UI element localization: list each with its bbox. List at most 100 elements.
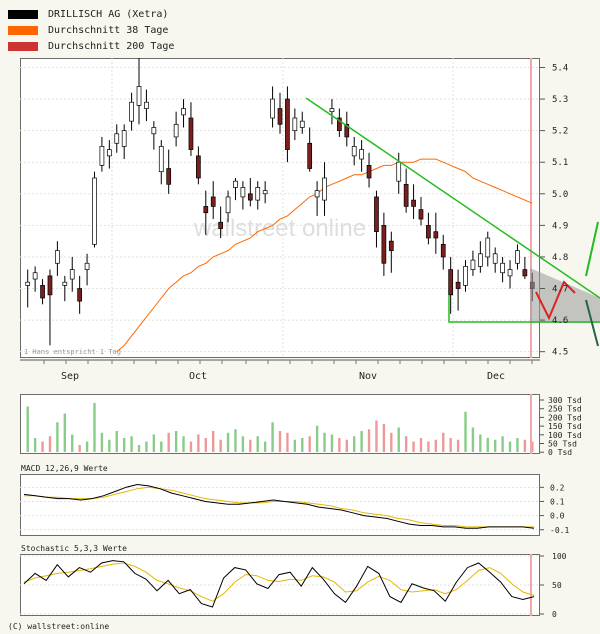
month-label: Oct xyxy=(189,371,207,382)
candle-body xyxy=(270,98,275,119)
stochastic-panel-title: Stochastic 5,3,3 Werte xyxy=(21,544,127,553)
volume-bar xyxy=(189,441,193,452)
legend-label: Durchschnitt 38 Tage xyxy=(48,24,169,36)
volume-bar xyxy=(108,439,111,452)
candle-body xyxy=(188,117,194,150)
candle-body xyxy=(366,165,372,179)
candle-body xyxy=(455,281,461,289)
month-label: Dec xyxy=(487,371,505,382)
time-axis: Sep Oct Nov Dec xyxy=(20,359,540,382)
stoch-series-line xyxy=(23,562,535,602)
volume-bar xyxy=(278,431,282,452)
volume-bar xyxy=(367,429,371,452)
volume-bar xyxy=(93,403,96,452)
candle-body xyxy=(515,250,520,264)
volume-bar xyxy=(508,441,512,452)
candle-body xyxy=(151,127,157,135)
volume-bar xyxy=(241,436,245,452)
volume-bar xyxy=(145,441,148,452)
volume-bar xyxy=(226,432,230,452)
candle-body xyxy=(485,237,491,258)
volume-tick-label: 250 Tsd xyxy=(548,405,582,414)
candlesticks xyxy=(25,58,535,346)
candle-body xyxy=(181,108,186,116)
candle-body xyxy=(396,161,402,182)
candle-body xyxy=(144,101,149,109)
volume-bar xyxy=(137,445,141,452)
candle-body xyxy=(307,142,313,169)
volume-bar xyxy=(286,432,289,452)
volume-bar xyxy=(308,436,311,452)
candle-body xyxy=(299,120,305,128)
candle-body xyxy=(426,225,431,239)
volume-tick-label: 50 Tsd xyxy=(548,440,577,449)
candle-body xyxy=(388,240,394,251)
candle-body xyxy=(92,177,97,245)
legend-item-drillisch: DRILLISCH AG (Xetra) xyxy=(8,6,174,22)
volume-bar xyxy=(338,438,341,452)
volume-bar xyxy=(204,438,207,452)
candle-body xyxy=(433,231,439,239)
legend-item-ma38: Durchschnitt 38 Tage xyxy=(8,22,174,38)
candle-body xyxy=(55,250,60,264)
volume-bar xyxy=(33,438,37,452)
volume-bar xyxy=(263,441,267,452)
volume-bar xyxy=(486,438,489,452)
volume-bar xyxy=(323,432,326,452)
stoch-series-line xyxy=(23,560,535,608)
candle-body xyxy=(329,108,335,113)
month-label: Sep xyxy=(61,371,79,382)
price-tick-label: 4.6 xyxy=(552,316,568,326)
support-line xyxy=(448,295,600,323)
macd-tick-label: 0.0 xyxy=(550,512,565,521)
volume-bar xyxy=(197,434,200,452)
macd-lines: 0.2 0.1 0.0 -0.1 xyxy=(20,483,569,535)
candle-body xyxy=(359,149,364,160)
volume-tick-label: 150 Tsd xyxy=(548,422,582,431)
candle-body xyxy=(173,123,179,138)
volume-bar xyxy=(382,424,386,452)
volume-bar xyxy=(293,439,297,452)
volume-bar xyxy=(442,432,445,452)
candle-body xyxy=(106,149,112,157)
candle-body xyxy=(255,187,261,201)
candle-body xyxy=(477,253,483,267)
volume-bar xyxy=(271,422,274,452)
candle-body xyxy=(522,269,528,277)
volume-bar xyxy=(330,434,334,452)
stoch-tick-label: 50 xyxy=(552,581,562,590)
volume-bar xyxy=(48,436,52,452)
price-tick-label: 5.2 xyxy=(552,127,568,137)
volume-bar xyxy=(160,441,163,452)
candle-body xyxy=(262,190,268,195)
volume-bar xyxy=(493,439,497,452)
volume-bar xyxy=(419,438,423,452)
candle-body xyxy=(403,183,409,207)
volume-bar xyxy=(471,427,475,452)
breakout-arrow-down xyxy=(585,299,599,347)
candle-body xyxy=(77,288,83,302)
candle-body xyxy=(129,101,134,122)
legend-swatch xyxy=(8,25,38,35)
price-tick-label: 4.8 xyxy=(552,253,568,263)
candle-body xyxy=(411,199,416,207)
candle-body xyxy=(62,281,68,286)
price-tick-label: 4.7 xyxy=(552,285,568,295)
legend-swatch xyxy=(8,9,38,19)
volume-bar xyxy=(516,438,519,452)
candle-body xyxy=(285,98,290,150)
legend-item-ma200: Durchschnitt 200 Tage xyxy=(8,38,174,54)
volume-bar xyxy=(63,413,67,452)
volume-bar xyxy=(390,432,393,452)
candle-body xyxy=(351,146,357,157)
copyright-credit: (C) wallstreet:online xyxy=(8,622,110,631)
volume-bar xyxy=(234,429,237,452)
volume-bar xyxy=(501,436,504,452)
candle-body xyxy=(277,108,283,125)
volume-bar xyxy=(353,436,356,452)
volume-bar xyxy=(174,431,178,452)
volume-bar xyxy=(345,439,348,452)
volume-bar xyxy=(427,441,430,452)
candle-body xyxy=(500,262,505,274)
month-label: Nov xyxy=(359,371,377,382)
